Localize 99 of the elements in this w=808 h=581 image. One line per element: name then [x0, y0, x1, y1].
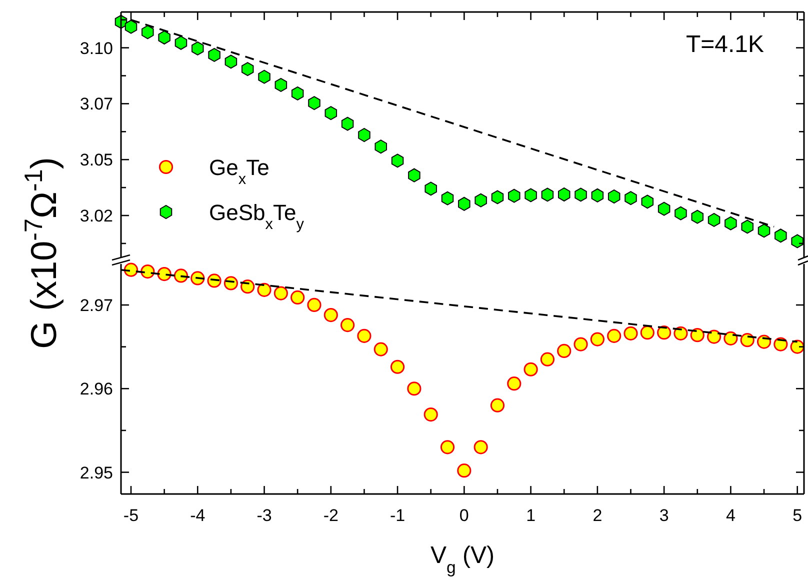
y-tick-label: 3.02 — [80, 206, 113, 226]
y-tick-label: 3.07 — [80, 94, 113, 114]
point — [174, 36, 188, 50]
point — [540, 352, 555, 366]
point — [407, 382, 422, 396]
point — [440, 440, 455, 454]
point — [291, 86, 304, 100]
point — [790, 340, 804, 354]
point — [424, 182, 437, 196]
point — [142, 25, 154, 40]
point — [507, 376, 522, 391]
point — [424, 407, 438, 422]
point — [258, 70, 270, 84]
point — [307, 298, 322, 312]
x-tick-label: 0 — [459, 506, 469, 525]
point — [274, 78, 288, 92]
point — [691, 210, 704, 224]
point — [490, 398, 505, 412]
point — [508, 188, 520, 203]
y-tick-label: 2.96 — [80, 380, 113, 399]
point — [491, 190, 504, 204]
point — [257, 282, 272, 297]
point — [140, 264, 155, 279]
legend-label: Ge$_{x}$Te — [209, 155, 270, 188]
point — [290, 290, 305, 305]
point — [524, 362, 538, 376]
point — [708, 212, 720, 227]
point — [574, 188, 587, 202]
point — [591, 188, 604, 202]
point — [791, 234, 804, 248]
x-tick-label: 4 — [726, 506, 736, 525]
point — [457, 464, 472, 478]
point — [374, 342, 388, 356]
point — [441, 191, 454, 206]
point — [374, 140, 387, 154]
point — [157, 266, 172, 282]
point — [674, 326, 688, 340]
point — [690, 328, 704, 342]
point — [557, 344, 572, 358]
y-tick-label: 2.95 — [80, 463, 113, 482]
x-tick-label: 2 — [592, 506, 602, 525]
x-tick-label: -2 — [323, 506, 338, 525]
point — [724, 216, 737, 230]
point — [758, 224, 770, 238]
y-tick-label: 2.97 — [80, 296, 113, 315]
point — [674, 206, 687, 220]
point — [240, 280, 255, 294]
point — [624, 191, 637, 206]
point — [658, 202, 670, 216]
point — [241, 62, 254, 76]
point — [391, 154, 404, 168]
point — [324, 308, 338, 322]
x-tick-label: -3 — [256, 506, 272, 525]
point — [608, 190, 620, 204]
x-tick-label: 5 — [792, 506, 802, 525]
point — [208, 48, 220, 62]
point — [590, 332, 604, 346]
point — [308, 96, 320, 110]
point — [224, 54, 238, 69]
point — [174, 268, 188, 283]
point — [774, 228, 787, 243]
point — [357, 328, 372, 343]
point — [324, 106, 338, 120]
point — [192, 41, 204, 56]
point — [458, 196, 470, 211]
y-tick-label: 3.10 — [80, 38, 113, 58]
point — [474, 193, 487, 208]
point — [706, 330, 722, 344]
point — [340, 318, 355, 332]
point — [390, 360, 405, 374]
point — [274, 286, 288, 300]
point — [640, 326, 654, 340]
y-tick-label: 3.05 — [80, 150, 113, 170]
x-tick-label: 1 — [526, 506, 536, 525]
point — [541, 188, 554, 202]
x-axis-title: V$_{g}$ (V) — [430, 542, 495, 576]
point — [741, 220, 754, 234]
x-tick-label: -1 — [390, 506, 406, 525]
point — [724, 331, 738, 346]
legend-label: GeSb$_{x}$Te$_{y}$ — [209, 200, 304, 232]
point — [740, 333, 754, 348]
point — [158, 30, 170, 44]
point — [524, 188, 537, 202]
x-tick-label: -4 — [190, 506, 206, 525]
point — [408, 168, 420, 182]
point — [474, 440, 488, 454]
annotation: T=4.1K — [686, 31, 764, 58]
point — [624, 326, 638, 340]
point — [341, 116, 354, 131]
point — [124, 262, 138, 277]
point — [358, 128, 370, 142]
point — [607, 328, 622, 343]
x-tick-label: 3 — [659, 506, 669, 525]
point — [574, 337, 588, 352]
point — [558, 187, 570, 202]
point — [756, 334, 772, 349]
point — [641, 194, 654, 209]
x-tick-label: -5 — [123, 506, 139, 525]
point — [124, 20, 138, 34]
